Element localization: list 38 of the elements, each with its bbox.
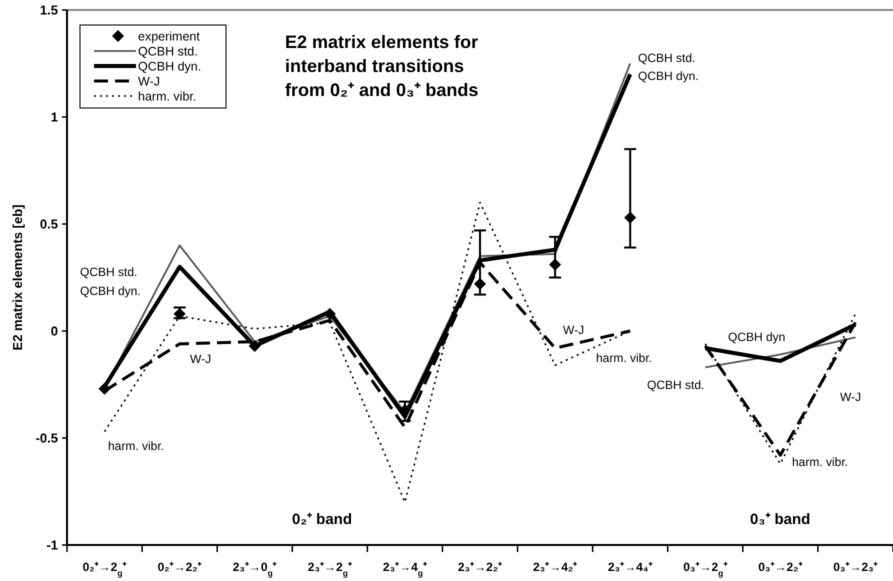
- x-tick-label: 2₃⁺→0$_{g}$⁺: [232, 560, 277, 578]
- y-tick-label: -0.5: [36, 430, 58, 446]
- y-tick-label: 1: [50, 110, 58, 125]
- text: E2 matrix elements for interband transitions from 0₂⁺ and 0₃⁺ bands: [285, 32, 478, 100]
- legend-label: experiment: [138, 29, 200, 44]
- legend-label: W-J: [138, 74, 160, 88]
- annotation: 0₃⁺ band: [750, 511, 810, 528]
- x-tick-label: 2₃⁺→2₂⁺: [458, 560, 502, 574]
- x-tick-label: 0₃⁺→2₂⁺: [758, 560, 802, 574]
- x-tick-label: 0₂⁺→2$_{g}$⁺: [82, 560, 126, 578]
- x-tick-label: 2₃⁺→4₂⁺: [532, 560, 578, 574]
- y-axis-title: E2 matrix elements [eb]: [10, 204, 25, 350]
- annotation: QCBH std.: [638, 51, 696, 65]
- x-tick-label: 0₃⁺→2$_{g}$⁺: [683, 560, 728, 578]
- x-tick-label: 0₃⁺→2₃⁺: [833, 560, 878, 574]
- x-tick-label: 2₃⁺→4$_{g}$⁺: [382, 560, 427, 578]
- legend-label: harm. vibr.: [138, 89, 196, 104]
- y-tick-label: 1.5: [40, 2, 58, 18]
- annotation: QCBH dyn.: [80, 284, 141, 298]
- y-tick-label: 0: [50, 324, 58, 339]
- annotation: harm. vibr.: [596, 351, 652, 365]
- annotation: harm. vibr.: [108, 439, 164, 453]
- annotation: QCBH std.: [80, 265, 138, 279]
- annotation: QCBH dyn: [728, 330, 786, 344]
- legend-label: QCBH std.: [138, 44, 198, 58]
- annotation: W-J: [840, 390, 862, 404]
- annotation: W-J: [190, 352, 212, 366]
- annotation: harm. vibr.: [792, 455, 848, 469]
- x-tick-label: 2₃⁺→2$_{g}$⁺: [308, 560, 352, 578]
- annotation: W-J: [563, 323, 584, 337]
- x-tick-label: 2₃⁺→4₄⁺: [608, 560, 652, 574]
- annotation: QCBH std.: [647, 378, 704, 392]
- y-tick-label: -1: [46, 538, 58, 553]
- x-tick-label: 0₂⁺→2₂⁺: [158, 560, 202, 574]
- legend-label: QCBH dyn.: [138, 59, 202, 74]
- y-tick-label: 0.5: [40, 216, 58, 232]
- annotation: 0₂⁺ band: [292, 511, 352, 528]
- annotation: QCBH dyn.: [638, 69, 699, 83]
